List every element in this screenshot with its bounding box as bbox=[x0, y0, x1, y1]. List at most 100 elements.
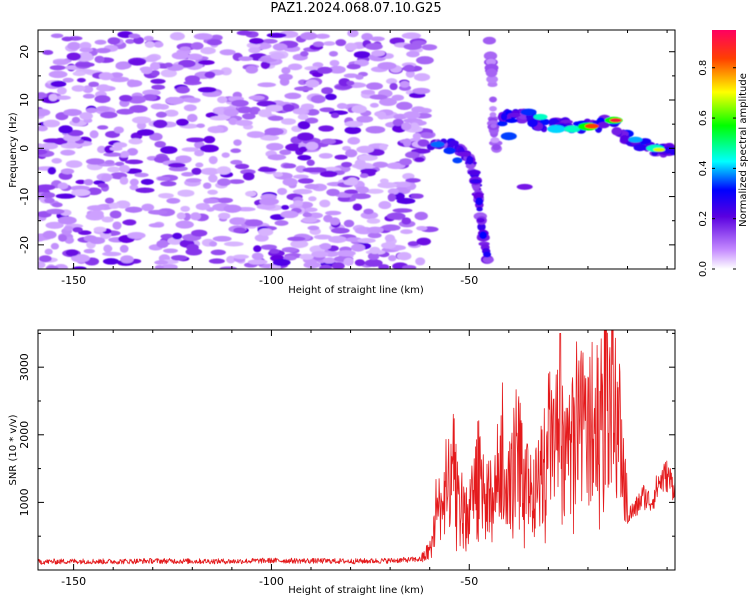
noise-blob bbox=[266, 142, 284, 151]
noise-blob bbox=[388, 254, 397, 262]
noise-blob bbox=[110, 72, 124, 78]
noise-blob bbox=[72, 227, 83, 233]
noise-blob bbox=[118, 164, 130, 173]
tone-track-blob-core bbox=[430, 141, 445, 148]
noise-blob bbox=[300, 103, 315, 110]
noise-blob bbox=[125, 38, 135, 44]
noise-blob bbox=[405, 178, 421, 183]
signal-track-blob-core bbox=[500, 132, 517, 141]
x-tick-label: -100 bbox=[259, 575, 284, 588]
noise-blob bbox=[163, 248, 178, 254]
noise-blob bbox=[107, 37, 121, 45]
noise-blob bbox=[219, 49, 236, 56]
tone-track-blob bbox=[449, 140, 459, 146]
noise-blob bbox=[153, 41, 164, 48]
noise-blob bbox=[216, 197, 234, 204]
noise-blob bbox=[164, 109, 179, 117]
noise-blob bbox=[184, 75, 200, 84]
signal-track-blob bbox=[597, 121, 610, 129]
noise-blob bbox=[124, 159, 144, 165]
noise-blob bbox=[233, 139, 242, 146]
noise-blob bbox=[185, 178, 202, 183]
noise-blob bbox=[190, 212, 202, 221]
signal-track-blob-core bbox=[547, 125, 566, 133]
noise-blob bbox=[38, 108, 51, 117]
noise-blob bbox=[49, 65, 66, 71]
noise-blob bbox=[143, 35, 154, 42]
noise-blob bbox=[150, 70, 160, 77]
noise-blob bbox=[318, 152, 333, 159]
noise-blob bbox=[107, 166, 121, 173]
x-tick-label: -50 bbox=[460, 575, 478, 588]
noise-blob bbox=[404, 151, 420, 159]
noise-blob bbox=[321, 87, 334, 95]
noise-blob bbox=[104, 197, 115, 204]
noise-blob bbox=[357, 238, 376, 244]
noise-blob bbox=[95, 47, 111, 54]
noise-blob bbox=[409, 122, 420, 131]
snr-panel: -150 -100 -50 1000 2000 3000 Height of straig… bbox=[8, 329, 676, 596]
noise-blob bbox=[347, 136, 361, 145]
noise-blob bbox=[216, 166, 231, 175]
noise-blob bbox=[272, 43, 288, 51]
noise-blob bbox=[319, 107, 335, 113]
noise-blob bbox=[253, 245, 262, 253]
y-tick-label: 10 bbox=[18, 93, 31, 107]
noise-blob bbox=[94, 55, 105, 64]
aliased-track-blob bbox=[490, 137, 500, 143]
noise-blob bbox=[399, 158, 412, 166]
noise-blob bbox=[71, 116, 81, 124]
noise-blob bbox=[377, 61, 397, 70]
signal-track-blob-core bbox=[564, 125, 581, 133]
noise-blob bbox=[208, 155, 218, 165]
noise-blob bbox=[65, 160, 83, 168]
noise-blob bbox=[223, 241, 244, 247]
noise-blob bbox=[150, 103, 165, 110]
noise-blob bbox=[109, 146, 123, 151]
signal-track-blob bbox=[651, 150, 659, 157]
noise-blob bbox=[272, 171, 283, 178]
signal-track-blob bbox=[619, 135, 630, 143]
noise-blob bbox=[58, 125, 73, 134]
noise-blob bbox=[44, 197, 55, 204]
noise-blob bbox=[334, 154, 348, 160]
noise-blob bbox=[204, 198, 219, 204]
noise-blob bbox=[401, 122, 412, 131]
colorbar-tick-label: 0.2 bbox=[698, 211, 709, 227]
noise-blob bbox=[40, 192, 56, 199]
signal-track-blob bbox=[527, 118, 538, 128]
noise-blob bbox=[66, 143, 81, 149]
aliased-track-blob bbox=[489, 105, 497, 112]
noise-blob bbox=[203, 135, 216, 144]
noise-blob bbox=[207, 125, 224, 134]
noise-blob bbox=[279, 149, 292, 156]
noise-blob bbox=[38, 125, 48, 132]
noise-blob bbox=[386, 212, 406, 220]
noise-blob bbox=[343, 257, 354, 266]
noise-blob bbox=[177, 189, 195, 197]
noise-blob bbox=[369, 102, 379, 108]
noise-blob bbox=[56, 87, 67, 95]
noise-blob bbox=[371, 50, 386, 57]
noise-blob bbox=[325, 210, 342, 216]
signal-track-blob bbox=[633, 143, 647, 152]
noise-blob bbox=[353, 51, 371, 59]
noise-blob bbox=[366, 226, 384, 234]
noise-blob bbox=[75, 179, 87, 185]
noise-blob bbox=[282, 163, 297, 169]
tone-track-blob-core bbox=[483, 251, 492, 258]
noise-blob bbox=[44, 248, 53, 255]
noise-blob bbox=[50, 242, 59, 250]
noise-blob bbox=[235, 119, 253, 127]
noise-blob bbox=[297, 154, 312, 161]
noise-blob bbox=[343, 219, 355, 228]
noise-blob bbox=[209, 241, 218, 247]
noise-blob bbox=[83, 178, 94, 186]
noise-blob bbox=[335, 39, 347, 47]
noise-blob bbox=[391, 94, 405, 101]
noise-blob bbox=[179, 46, 191, 51]
noise-blob bbox=[284, 92, 302, 100]
noise-blob bbox=[181, 172, 195, 177]
noise-blob bbox=[85, 107, 98, 114]
noise-blob bbox=[63, 225, 74, 231]
